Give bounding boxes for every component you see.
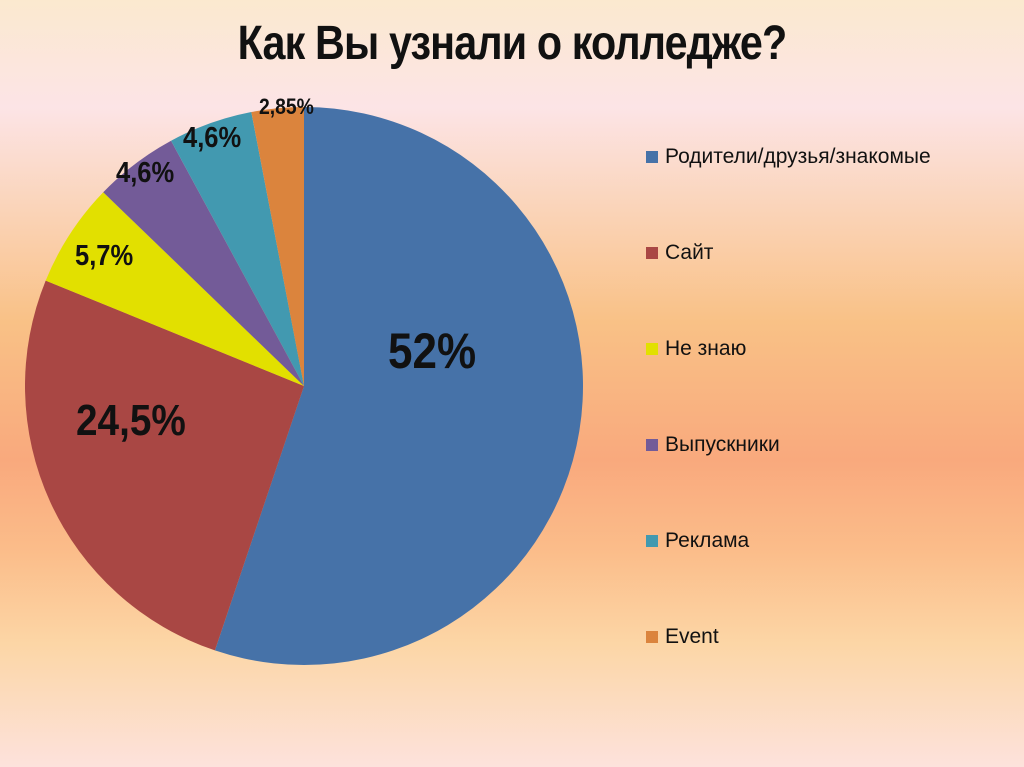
legend-swatch-icon (646, 343, 658, 355)
pie-slice (171, 112, 304, 387)
pie-slice (214, 107, 583, 665)
legend-swatch-icon (646, 247, 658, 259)
legend-label: Выпускники (665, 433, 780, 456)
legend-item-dont-know: Не знаю (646, 337, 746, 361)
pie-slice (45, 192, 305, 386)
legend-item-event: Event (646, 625, 719, 649)
legend-swatch-icon (646, 535, 658, 547)
slide-title: Как Вы узнали о колледже? (237, 17, 788, 70)
legend-item-site: Сайт (646, 241, 713, 265)
data-label-advertising: 4,6% (183, 122, 242, 154)
data-label-dont-know: 5,7% (75, 240, 134, 272)
data-label-site: 24,5% (76, 396, 186, 445)
data-label-graduates: 4,6% (116, 157, 175, 189)
legend-item-advertising: Реклама (646, 529, 749, 553)
legend-label: Event (665, 625, 719, 648)
legend-swatch-icon (646, 631, 658, 643)
legend-swatch-icon (646, 151, 658, 163)
legend-item-graduates: Выпускники (646, 433, 780, 457)
data-label-parents: 52% (388, 323, 477, 379)
data-label-event: 2,85% (259, 94, 314, 119)
legend-label: Родители/друзья/знакомые (665, 145, 931, 168)
legend-label: Сайт (665, 241, 714, 264)
pie-slice (103, 140, 304, 386)
legend-label: Не знаю (665, 337, 747, 360)
legend-item-parents: Родители/друзья/знакомые (646, 145, 931, 169)
legend-label: Реклама (665, 529, 750, 552)
legend-swatch-icon (646, 439, 658, 451)
pie-slice (25, 280, 304, 651)
pie-slice (251, 107, 304, 386)
